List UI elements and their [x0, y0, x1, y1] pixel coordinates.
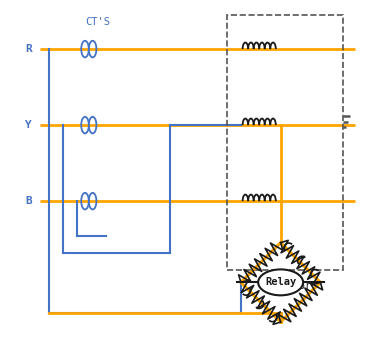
Text: Generator: Generator — [258, 281, 311, 291]
Text: B: B — [25, 196, 32, 206]
Text: CT'S: CT'S — [85, 17, 110, 27]
Text: R: R — [25, 44, 32, 54]
Text: Y: Y — [25, 120, 32, 130]
Text: Relay: Relay — [265, 277, 296, 287]
Bar — [227, 15, 343, 270]
Ellipse shape — [258, 269, 303, 295]
